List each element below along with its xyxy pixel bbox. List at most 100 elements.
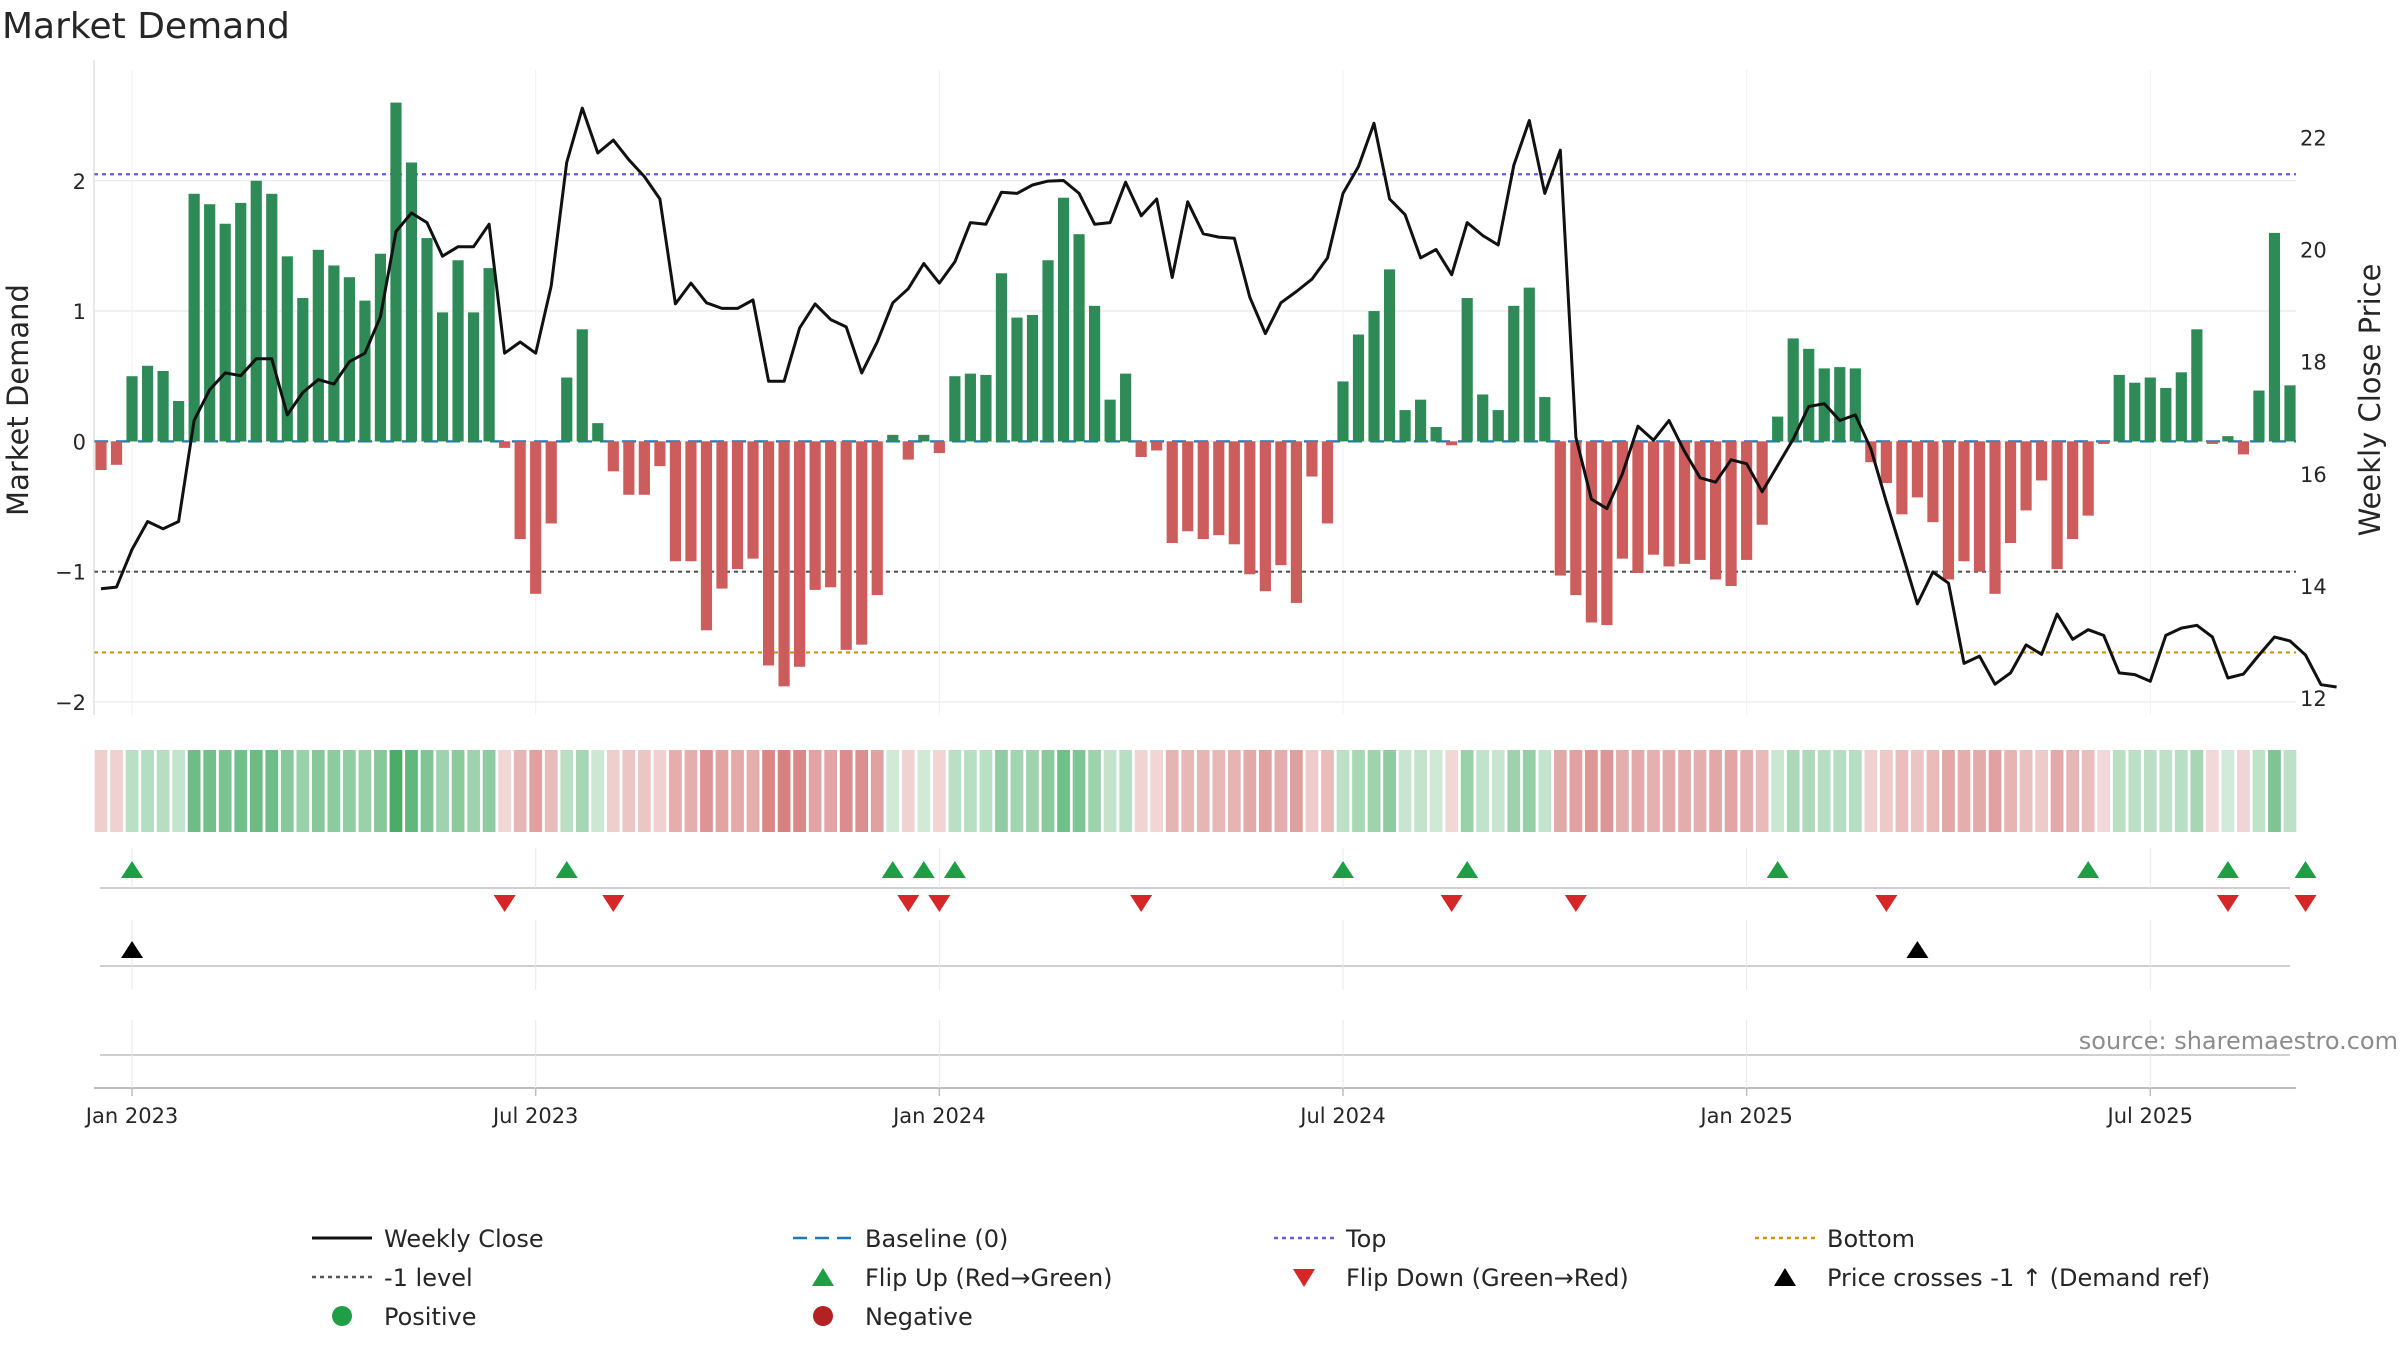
strip-cell [2066,750,2080,832]
demand-bar [1647,441,1660,555]
demand-bar [545,441,557,524]
strip-cell [1460,750,1474,832]
demand-bar [421,238,433,442]
demand-bar [576,329,588,442]
strip-cell [2004,750,2017,832]
demand-bar [1182,441,1194,532]
demand-bar [1135,441,1147,457]
demand-bar [1803,348,1815,442]
strip-cell [2081,750,2095,832]
strip-cell [172,750,185,832]
demand-bar [871,441,883,596]
strip-cell [1119,750,1133,832]
strip-cell [653,750,667,832]
demand-bar [1896,441,1908,515]
demand-bar [1477,394,1489,442]
demand-bar [1430,427,1442,442]
demand-bar [1088,305,1101,442]
y2-tick-label: 14 [2300,575,2327,599]
demand-bar [1151,441,1163,451]
flip-up-marker [881,861,904,878]
demand-bar [281,256,293,442]
demand-bar [685,441,697,562]
strip-cell [405,750,418,832]
demand-bar [1834,367,1846,442]
demand-bar [452,260,464,442]
legend-item: Flip Up (Red→Green) [812,1264,1113,1292]
strip-cell [1817,750,1831,832]
strip-cell [886,750,900,832]
strip-cell [2050,750,2064,832]
flip-up-marker [2294,861,2317,878]
demand-bar [980,374,992,442]
strip-cell [529,750,543,832]
signal-markers [94,848,2317,1089]
strip-cell [1274,750,1288,832]
demand-bar [1352,334,1365,442]
strip-cell [2112,750,2126,832]
demand-bar [2160,387,2172,442]
flip-up-marker [912,861,935,878]
legend-label: Positive [384,1303,477,1331]
strip-cell [1026,750,1039,832]
legend-item: Baseline (0) [793,1225,1008,1253]
demand-bar [809,441,821,590]
demand-bar [1259,441,1271,592]
strip-cell [1103,750,1117,832]
demand-bar [1415,399,1427,442]
strip-cell [1942,750,1955,832]
strip-cell [1693,750,1707,832]
strip-cell [265,750,279,832]
strip-cell [343,750,356,832]
strip-cell [1833,750,1847,832]
flip-up-marker [943,861,966,878]
strip-cell [1150,750,1164,832]
flip-down-marker [928,895,951,912]
demand-bar [731,441,744,570]
demand-bar [638,441,650,495]
flip-up-marker [1456,861,1479,878]
flip-down-marker [1130,895,1153,912]
strip-cell [638,750,651,832]
strip-cell [684,750,698,832]
strip-cell [1041,750,1055,832]
strip-cell [1321,750,1334,832]
strip-cell [1771,750,1785,832]
strip-cell [544,750,558,832]
strip-cell [467,750,480,832]
demand-bar [126,376,138,442]
demand-bar [1290,441,1303,603]
strip-cell [1227,750,1241,832]
legend-item: Positive [332,1303,477,1331]
demand-bar [700,441,713,631]
demand-bar [887,434,899,442]
demand-bar [343,277,355,442]
demand-bar [250,180,262,442]
x-tick-label: Jul 2025 [2106,1104,2193,1128]
demand-bar [173,400,185,442]
legend-label: Baseline (0) [865,1225,1008,1253]
demand-bar [1508,305,1520,442]
demand-bar [995,273,1008,442]
demand-bar [2253,390,2265,442]
strip-cell [1724,750,1738,832]
strip-cell [203,750,217,832]
demand-bar [561,377,573,442]
demand-bar [1958,441,1970,562]
strip-cell [2143,750,2157,832]
strip-cell [560,750,574,832]
strip-cell [575,750,589,832]
strip-cell [1879,750,1893,832]
demand-bar [607,441,619,472]
strip-cell [110,750,123,832]
strip-cell [1367,750,1381,832]
x-tick-label: Jan 2023 [84,1104,179,1128]
demand-bar [2004,441,2017,543]
demand-bar [2129,382,2141,442]
strip-cell [995,750,1008,832]
flip-up-marker [555,861,578,878]
demand-bar [669,441,682,562]
legend-item: Top [1274,1225,1387,1253]
demand-bar [2237,441,2250,455]
weekly-close-line [100,106,2337,689]
